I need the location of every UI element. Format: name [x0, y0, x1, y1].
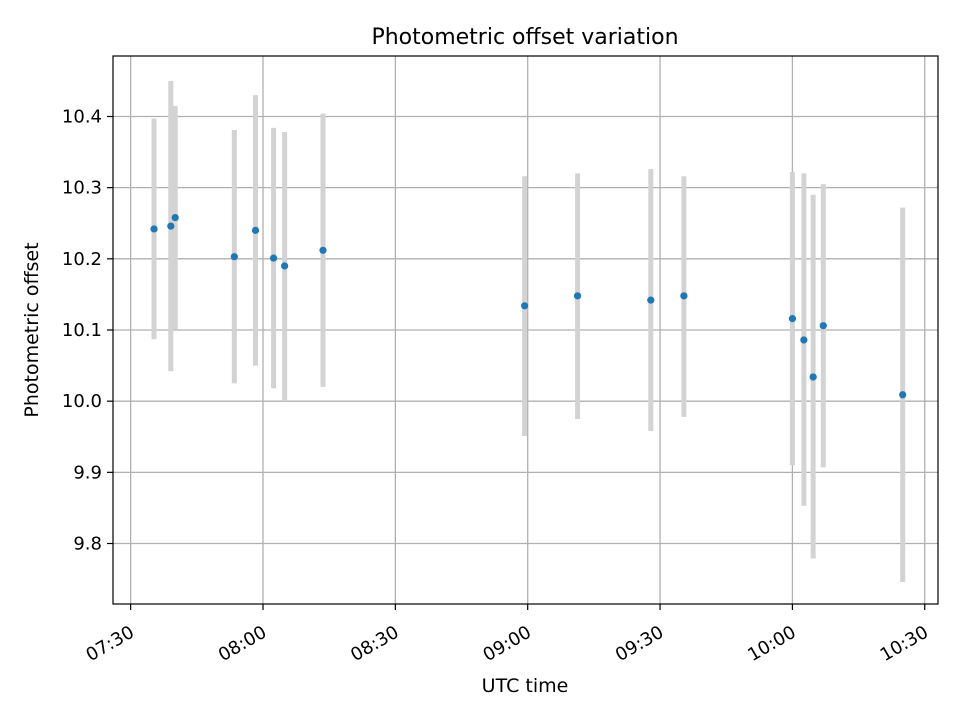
data-point: [680, 292, 688, 300]
y-tick-label: 10.2: [62, 249, 102, 270]
data-point: [167, 222, 175, 230]
data-point: [269, 254, 278, 262]
data-point: [150, 225, 158, 233]
data-point: [521, 302, 529, 310]
data-point: [281, 262, 289, 270]
y-tick-label: 10.4: [62, 106, 102, 127]
chart-title: Photometric offset variation: [371, 25, 678, 50]
y-tick-label: 9.9: [73, 462, 102, 483]
data-point: [251, 226, 260, 234]
data-point: [809, 373, 817, 381]
data-point: [788, 315, 797, 323]
plot-area: [112, 55, 939, 605]
data-point: [319, 246, 327, 254]
x-axis-label: UTC time: [482, 675, 569, 697]
y-tick-label: 10.0: [62, 391, 102, 412]
point-layer: [150, 213, 907, 399]
y-axis-ticks: 9.8 9.9 10.0 10.1 10.2 10.3 10.4: [62, 106, 113, 555]
y-tick-label: 10.1: [62, 320, 102, 341]
y-axis-label: Photometric offset: [21, 242, 43, 417]
data-point: [230, 253, 238, 261]
data-point: [819, 322, 827, 330]
data-point: [573, 292, 582, 300]
y-tick-label: 9.8: [73, 534, 102, 555]
data-point: [647, 296, 655, 304]
y-tick-label: 10.3: [62, 178, 102, 199]
data-point: [800, 336, 808, 344]
data-point: [171, 213, 179, 222]
data-point: [899, 391, 907, 399]
